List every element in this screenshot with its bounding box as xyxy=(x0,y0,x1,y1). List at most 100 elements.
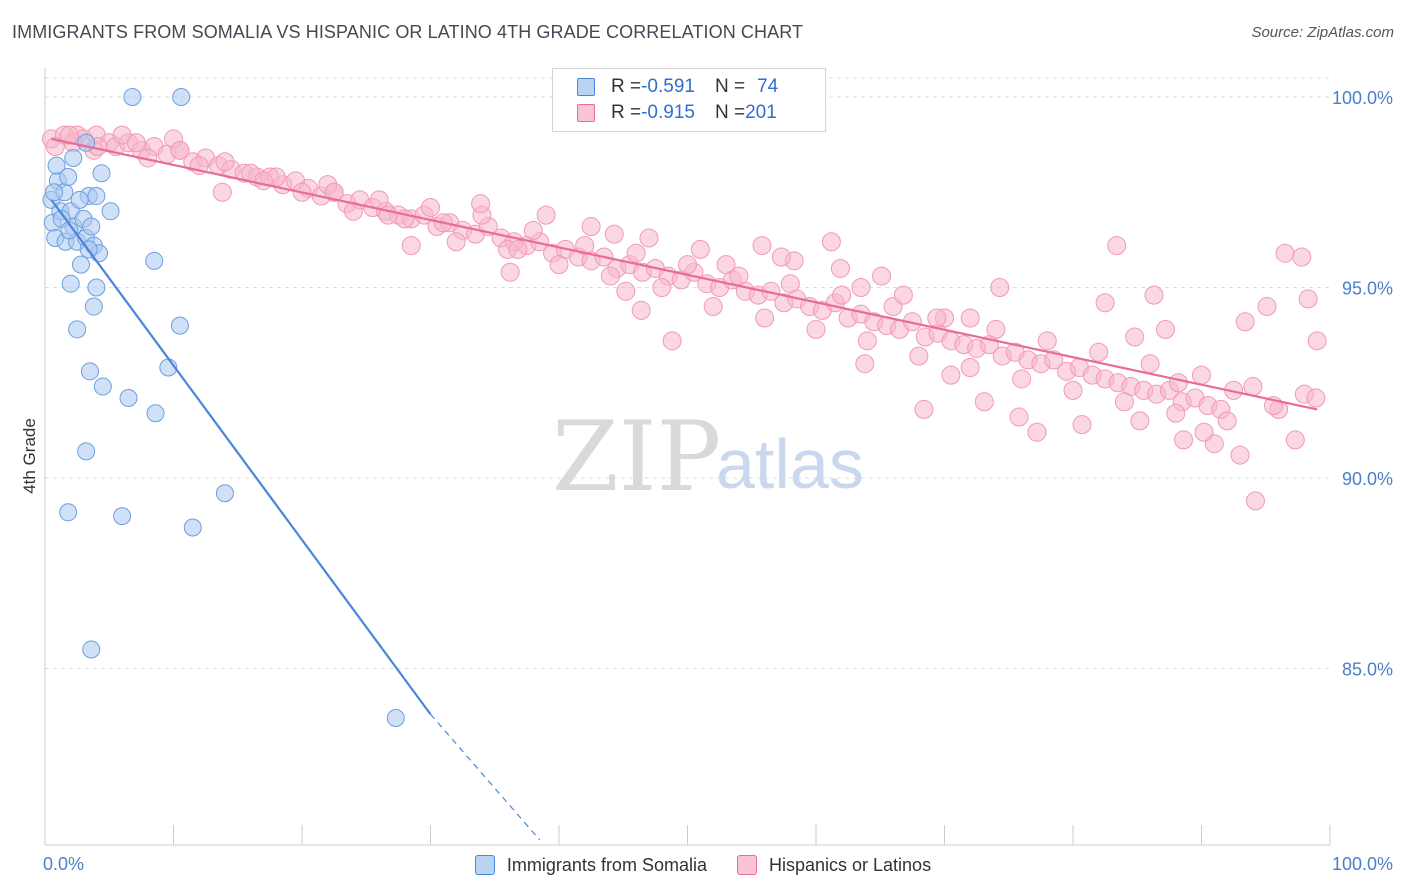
data-point-hispanic xyxy=(446,232,466,252)
data-point-hispanic xyxy=(1130,411,1150,431)
data-point-hispanic xyxy=(631,300,651,320)
x-tick-label: 0.0% xyxy=(43,854,84,874)
y-axis-label: 4th Grade xyxy=(20,418,39,494)
data-point-hispanic xyxy=(604,224,624,244)
watermark: ZIP atlas xyxy=(552,401,864,513)
data-point-somalia xyxy=(172,88,191,106)
data-point-somalia xyxy=(70,190,89,209)
data-point-hispanic xyxy=(1166,403,1186,423)
data-point-hispanic xyxy=(212,182,232,202)
data-point-hispanic xyxy=(1156,319,1176,339)
legend-label-hispanic: Hispanics or Latinos xyxy=(768,854,932,875)
data-point-somalia xyxy=(47,156,66,175)
data-point-hispanic xyxy=(549,255,569,275)
legend-r-value: -0.915 xyxy=(641,102,695,123)
data-point-somalia xyxy=(84,297,103,316)
data-point-hispanic xyxy=(678,255,697,275)
data-point-hispanic xyxy=(1089,342,1109,362)
data-point-hispanic xyxy=(1275,243,1295,263)
legend-n-value: 74 xyxy=(757,76,779,97)
data-point-hispanic xyxy=(960,358,980,378)
data-point-hispanic xyxy=(508,239,528,259)
data-point-hispanic xyxy=(1235,312,1255,332)
data-point-hispanic xyxy=(652,278,672,297)
data-point-hispanic xyxy=(575,236,595,256)
data-point-hispanic xyxy=(872,266,892,286)
data-point-somalia xyxy=(386,709,405,728)
data-point-hispanic xyxy=(616,281,636,301)
data-point-hispanic xyxy=(253,171,273,191)
data-point-hispanic xyxy=(1194,422,1214,442)
watermark-zip: ZIP xyxy=(552,401,721,513)
y-tick-label: 90.0% xyxy=(1342,469,1393,489)
data-point-hispanic xyxy=(690,239,710,259)
data-point-somalia xyxy=(145,251,164,270)
data-point-hispanic xyxy=(893,285,913,305)
data-point-somalia xyxy=(71,255,90,274)
data-point-hispanic xyxy=(581,217,601,237)
data-point-hispanic xyxy=(855,354,875,374)
data-point-hispanic xyxy=(1125,327,1145,347)
legend-item-hispanic: Hispanics or Latinos xyxy=(736,854,932,876)
data-point-hispanic xyxy=(941,365,961,385)
source-label: Source: ZipAtlas.com xyxy=(1251,24,1394,41)
data-point-somalia xyxy=(59,168,78,187)
data-point-somalia xyxy=(59,503,78,522)
data-point-somalia xyxy=(68,320,87,339)
data-point-hispanic xyxy=(1009,407,1029,427)
data-point-hispanic xyxy=(990,278,1010,297)
data-point-hispanic xyxy=(59,125,79,145)
legend-r-label: R = xyxy=(611,102,642,123)
data-point-hispanic xyxy=(821,232,841,252)
data-point-somalia xyxy=(80,362,99,381)
data-point-hispanic xyxy=(401,236,421,256)
legend-swatch-hispanic xyxy=(577,104,595,122)
data-point-hispanic xyxy=(1307,331,1327,351)
data-point-hispanic xyxy=(832,285,852,305)
data-point-somalia xyxy=(215,484,234,503)
legend-swatch-hispanic xyxy=(736,855,757,875)
data-point-somalia xyxy=(123,88,142,106)
legend-n-value: 201 xyxy=(745,102,777,123)
legend-label-somalia: Immigrants from Somalia xyxy=(506,854,707,875)
data-point-hispanic xyxy=(1072,415,1092,435)
data-point-somalia xyxy=(119,388,138,407)
data-point-hispanic xyxy=(857,331,877,351)
data-point-hispanic xyxy=(1037,331,1057,351)
data-point-hispanic xyxy=(1027,422,1047,442)
data-point-hispanic xyxy=(1095,293,1115,313)
data-point-hispanic xyxy=(639,228,659,248)
data-point-hispanic xyxy=(626,243,646,263)
data-point-hispanic xyxy=(343,201,363,221)
data-point-hispanic xyxy=(1140,354,1160,374)
data-point-hispanic xyxy=(1245,491,1265,511)
data-point-hispanic xyxy=(927,308,947,328)
legend-r-label: R = xyxy=(611,76,642,97)
data-point-somalia xyxy=(44,183,63,202)
legend-n-label: N = xyxy=(714,76,746,97)
data-point-hispanic xyxy=(1192,365,1211,385)
data-point-hispanic xyxy=(755,308,775,328)
data-point-hispanic xyxy=(771,247,791,267)
data-point-hispanic xyxy=(523,220,543,240)
data-point-hispanic xyxy=(752,236,772,256)
data-point-hispanic xyxy=(662,331,682,351)
data-point-hispanic xyxy=(1168,373,1188,393)
data-point-hispanic xyxy=(1306,388,1326,408)
data-point-somalia xyxy=(60,221,79,240)
data-point-hispanic xyxy=(716,255,736,275)
data-point-hispanic xyxy=(45,137,65,157)
legend-r-value: -0.591 xyxy=(641,76,695,97)
data-point-hispanic xyxy=(1144,285,1164,305)
data-point-hispanic xyxy=(421,197,440,217)
y-tick-label: 95.0% xyxy=(1342,279,1393,299)
correlation-legend: R = -0.591 N = 74 R = -0.915 N = 201 xyxy=(552,68,826,132)
trend-line-somalia xyxy=(50,199,432,715)
data-point-hispanic xyxy=(703,297,723,317)
data-point-hispanic xyxy=(1298,289,1318,309)
data-point-hispanic xyxy=(1217,411,1237,431)
tick-labels: 85.0% 90.0% 95.0% 100.0% 0.0% 100.0% xyxy=(43,88,1393,874)
data-point-somalia xyxy=(82,640,101,659)
chart-title: IMMIGRANTS FROM SOMALIA VS HISPANIC OR L… xyxy=(12,22,804,42)
